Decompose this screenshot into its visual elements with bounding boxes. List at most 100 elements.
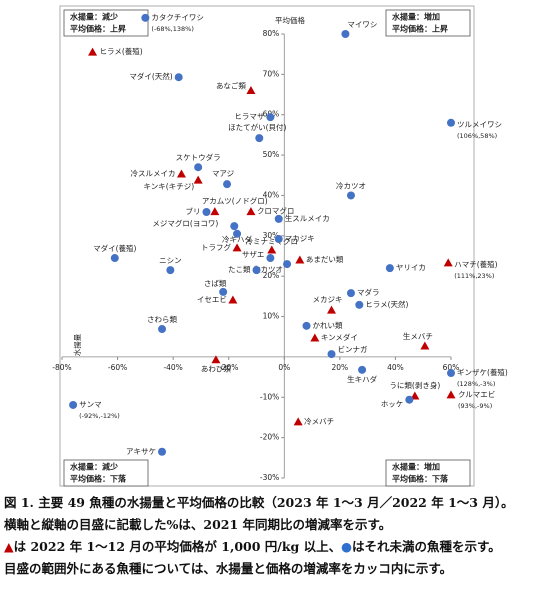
point-label: クルマエビ xyxy=(458,390,495,399)
circle-point xyxy=(266,254,275,263)
triangle-point xyxy=(176,169,186,178)
point-label: 生キハダ xyxy=(347,374,377,384)
circle-point xyxy=(283,260,292,269)
point-label: ツルメイワシ xyxy=(457,120,502,129)
circle-point xyxy=(69,400,78,409)
point-label: ほたてがい(貝付) xyxy=(228,122,286,132)
circle-point xyxy=(346,191,355,200)
point-label: クロマグロ xyxy=(257,206,295,216)
circle-point xyxy=(255,134,264,143)
quadrant-box xyxy=(385,459,471,487)
circle-icon: ● xyxy=(341,539,353,554)
point-note: (128%,-3%) xyxy=(457,380,495,388)
circle-point xyxy=(141,13,150,22)
triangle-point xyxy=(293,417,303,426)
triangle-point xyxy=(446,390,456,399)
point-label: ビンナガ xyxy=(338,344,368,354)
quadrant-text: 水揚量：増加 xyxy=(391,462,440,472)
triangle-point xyxy=(267,245,277,254)
circle-point xyxy=(405,395,414,404)
triangle-point xyxy=(210,207,220,216)
circle-point xyxy=(219,287,228,296)
point-label: あまだい類 xyxy=(306,254,344,264)
x-tick-label: -80% xyxy=(52,363,71,372)
point-label: ホッケ xyxy=(381,400,404,409)
caption-line: 横軸と縦軸の目盛に記載した%は、2021 年同期比の増減率を示す。 xyxy=(4,517,392,532)
circle-point xyxy=(274,214,283,223)
point-label: ヒラマサ xyxy=(234,112,264,121)
caption-text: は 2022 年 1～12 月の平均価格が 1,000 円/kg 以上、 xyxy=(13,539,342,554)
point-label: ヤリイカ xyxy=(396,263,426,272)
circle-point xyxy=(174,73,183,82)
triangle-point xyxy=(420,341,430,350)
triangle-point xyxy=(88,47,98,56)
point-label: キンキ(キチジ) xyxy=(144,182,195,191)
point-label: 生カツオ xyxy=(253,264,283,274)
point-label: サザエ xyxy=(242,250,265,259)
y-tick-label: 80% xyxy=(263,29,280,38)
circle-point xyxy=(194,163,203,172)
point-note: (-92%,-12%) xyxy=(79,412,120,420)
point-label: さば類 xyxy=(204,278,227,288)
point-note: (106%,58%) xyxy=(457,132,497,140)
point-label: メジマグロ(ヨコワ) xyxy=(152,218,218,228)
triangle-point xyxy=(211,355,221,364)
triangle-point xyxy=(246,86,256,95)
quadrant-box xyxy=(63,9,149,37)
quadrant-box xyxy=(385,9,471,37)
point-label: 冷カツオ xyxy=(336,180,366,190)
point-label: アキサケ xyxy=(126,447,156,456)
circle-point xyxy=(274,235,283,244)
y-tick-label: 40% xyxy=(263,190,280,199)
point-label: 冷メバチ xyxy=(304,416,334,426)
chart: 平均価格 水揚量 80% 70% 60% 50% 40% 30% 20% 10% -10% -20… xyxy=(52,5,508,487)
quadrant-text: 水揚量：減少 xyxy=(69,12,118,22)
quadrant-text: 平均価格：上昇 xyxy=(392,24,448,34)
point-label: ニシン xyxy=(159,256,182,265)
x-tick-label: 20% xyxy=(332,363,349,372)
x-tick-label: 40% xyxy=(387,363,404,372)
circle-point xyxy=(358,365,367,374)
point-label: さわら類 xyxy=(147,314,177,324)
circle-point xyxy=(355,300,364,309)
point-label: ブリ xyxy=(185,206,200,216)
point-label: メカジキ xyxy=(313,295,343,304)
point-note: (111%,23%) xyxy=(454,272,494,280)
point-label: マダラ xyxy=(357,287,380,297)
point-label: トラフグ xyxy=(201,242,231,252)
y-tick-label: -30% xyxy=(260,473,279,482)
circle-point xyxy=(266,113,275,122)
quadrant-box xyxy=(63,459,149,487)
x-tick-label: 60% xyxy=(443,363,460,372)
point-label: カタクチイワシ xyxy=(151,13,204,22)
point-label: ギンザケ(養殖) xyxy=(457,367,508,377)
y-tick-label: -10% xyxy=(260,392,279,401)
circle-point xyxy=(327,350,336,359)
triangle-point xyxy=(443,258,453,267)
quadrant-text: 平均価格：上昇 xyxy=(70,24,126,34)
point-label: アカムツ(ノドグロ) xyxy=(202,196,268,206)
point-note: (93%,-9%) xyxy=(458,402,492,410)
point-label: たこ類 xyxy=(228,264,251,274)
circle-point xyxy=(341,30,350,38)
circle-point xyxy=(158,325,167,334)
circle-point xyxy=(202,208,211,217)
chart-frame xyxy=(59,5,475,487)
point-label: ヒラメ(天然) xyxy=(365,299,408,309)
triangle-point xyxy=(246,207,256,216)
y-tick-label: 20% xyxy=(263,271,280,280)
point-label: マダイ(天然) xyxy=(129,71,172,81)
point-label: 冷ミナミマグロ xyxy=(246,236,299,246)
quadrant-text: 平均価格：下落 xyxy=(392,474,449,484)
triangle-point xyxy=(193,175,203,184)
triangle-point xyxy=(232,243,242,252)
quadrant-text: 水揚量：減少 xyxy=(69,462,118,472)
point-label: あなご類 xyxy=(216,81,246,91)
y-tick-label: 70% xyxy=(263,69,280,78)
triangle-point xyxy=(295,255,305,264)
point-label: 生メバチ xyxy=(403,331,433,341)
point-label: マダイ(養殖) xyxy=(93,243,136,253)
point-label: キンメダイ xyxy=(321,332,358,342)
triangle-point xyxy=(310,333,320,342)
